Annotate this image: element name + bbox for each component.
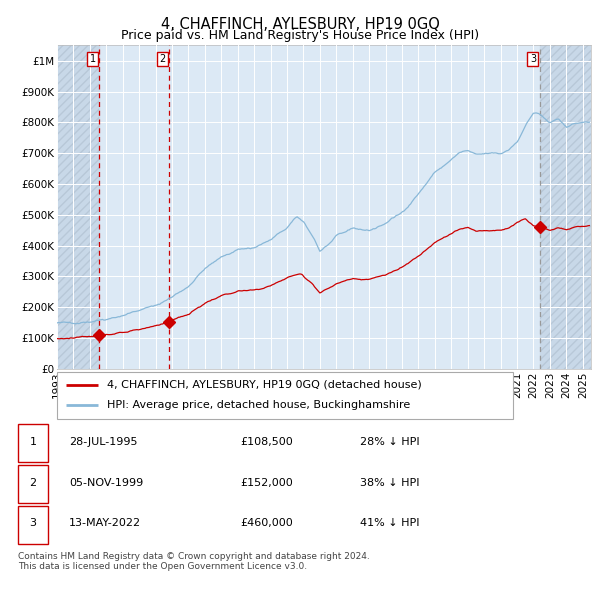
Text: 38% ↓ HPI: 38% ↓ HPI — [360, 478, 419, 488]
Text: 41% ↓ HPI: 41% ↓ HPI — [360, 519, 419, 528]
Text: Contains HM Land Registry data © Crown copyright and database right 2024.
This d: Contains HM Land Registry data © Crown c… — [18, 552, 370, 571]
Text: 05-NOV-1999: 05-NOV-1999 — [69, 478, 143, 488]
Text: 28% ↓ HPI: 28% ↓ HPI — [360, 437, 419, 447]
Text: 3: 3 — [530, 54, 536, 64]
Bar — [539, 45, 591, 369]
FancyBboxPatch shape — [57, 372, 513, 419]
Bar — [57, 45, 99, 369]
FancyBboxPatch shape — [18, 506, 48, 543]
Text: 4, CHAFFINCH, AYLESBURY, HP19 0GQ: 4, CHAFFINCH, AYLESBURY, HP19 0GQ — [161, 17, 439, 31]
Bar — [57, 45, 99, 369]
Text: £152,000: £152,000 — [240, 478, 293, 488]
Text: 1: 1 — [89, 54, 96, 64]
FancyBboxPatch shape — [18, 424, 48, 463]
Text: 3: 3 — [29, 519, 37, 528]
Bar — [539, 45, 591, 369]
Text: 2: 2 — [29, 478, 37, 488]
Text: 4, CHAFFINCH, AYLESBURY, HP19 0GQ (detached house): 4, CHAFFINCH, AYLESBURY, HP19 0GQ (detac… — [107, 380, 422, 390]
Text: HPI: Average price, detached house, Buckinghamshire: HPI: Average price, detached house, Buck… — [107, 400, 410, 409]
Text: Price paid vs. HM Land Registry's House Price Index (HPI): Price paid vs. HM Land Registry's House … — [121, 29, 479, 42]
Text: £460,000: £460,000 — [240, 519, 293, 528]
Text: £108,500: £108,500 — [240, 437, 293, 447]
FancyBboxPatch shape — [18, 465, 48, 503]
Text: 2: 2 — [160, 54, 166, 64]
Text: 28-JUL-1995: 28-JUL-1995 — [69, 437, 137, 447]
Text: 1: 1 — [29, 437, 37, 447]
Text: 13-MAY-2022: 13-MAY-2022 — [69, 519, 141, 528]
